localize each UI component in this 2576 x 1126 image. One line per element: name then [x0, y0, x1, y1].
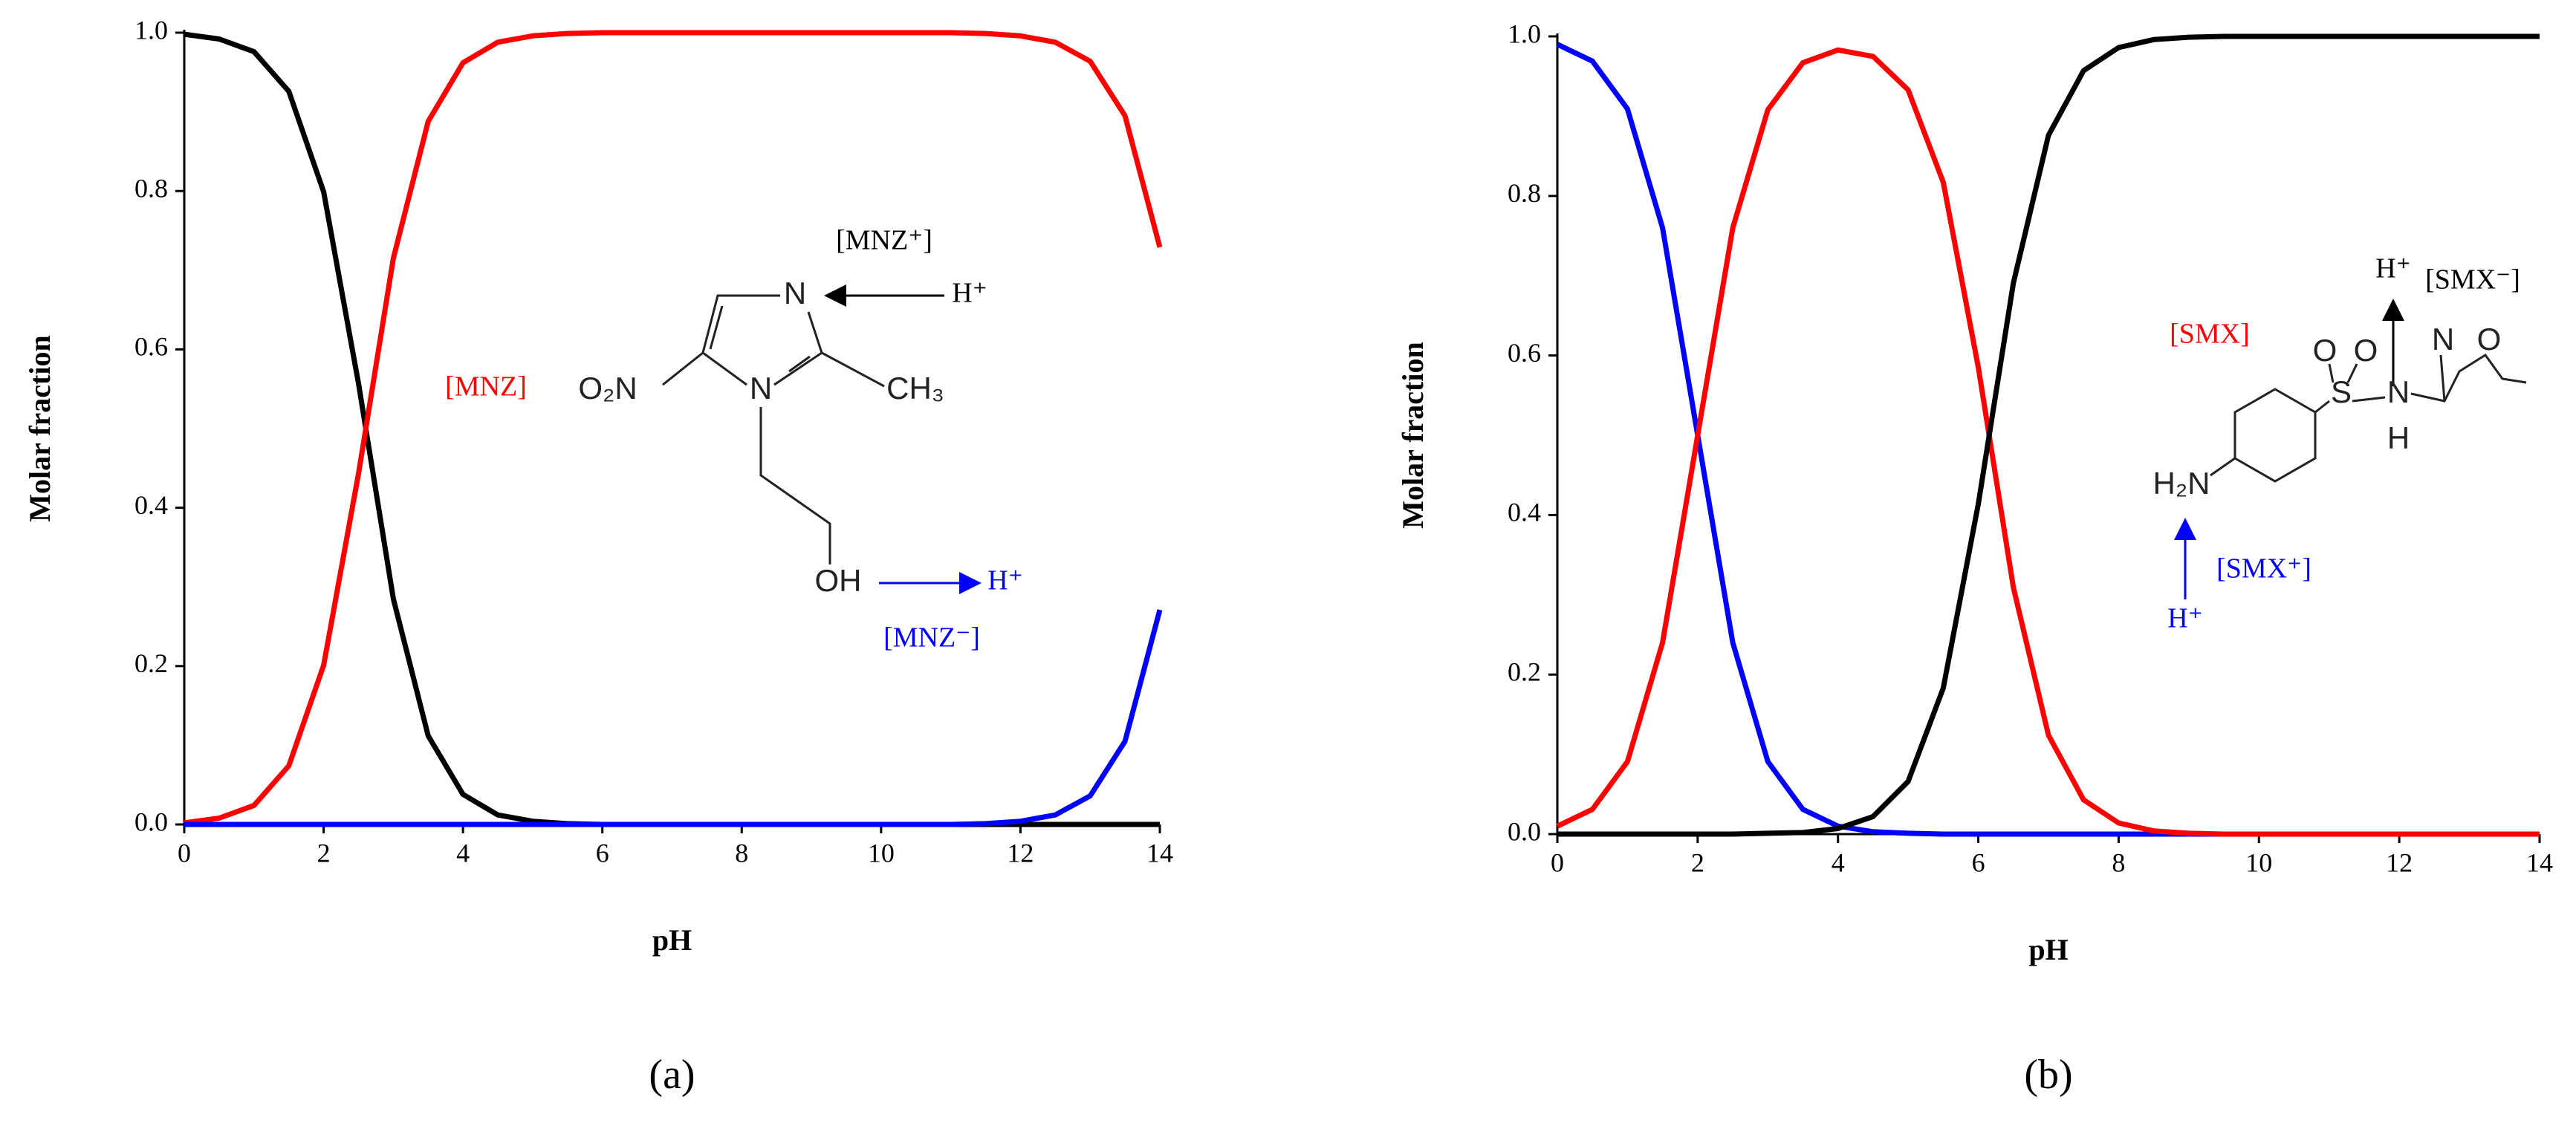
x-tick-label: 10 [2245, 847, 2272, 877]
annotation: O₂N [578, 371, 637, 406]
annotation: N [2432, 322, 2454, 357]
series-line [184, 30, 1163, 826]
annotation: N [750, 371, 772, 406]
x-tick-label: 8 [735, 838, 748, 868]
annotation: OH [815, 563, 862, 598]
annotation: O [2354, 333, 2378, 368]
annotation: H⁺ [987, 565, 1023, 596]
x-tick-label: 2 [1691, 847, 1704, 877]
annotation: N [784, 276, 806, 310]
molecule-a [662, 284, 982, 594]
annotation: H [2387, 420, 2410, 455]
x-tick-label: 12 [1007, 838, 1034, 868]
molecule-b [2174, 299, 2527, 599]
y-tick-label: 0.6 [1508, 338, 1541, 368]
annotation: O [2477, 322, 2502, 357]
annotation: H⁺ [2167, 603, 2203, 634]
annotation: H⁺ [2375, 253, 2411, 284]
y-tick-label: 0.0 [1508, 816, 1541, 846]
series-label: [SMX⁺] [2216, 553, 2311, 585]
series-line [184, 31, 1160, 827]
series-label: [SMX] [2170, 319, 2250, 350]
x-tick-label: 8 [2112, 847, 2125, 877]
series-label: [MNZ] [445, 371, 527, 403]
annotation: H⁺ [952, 278, 987, 309]
y-tick-label: 0.0 [134, 807, 168, 836]
x-tick-label: 4 [1832, 847, 1845, 877]
y-tick-label: 0.6 [134, 332, 168, 362]
panel-label: (b) [2024, 1052, 2072, 1098]
x-tick-label: 14 [2526, 847, 2553, 877]
series-label: [SMX⁻] [2425, 264, 2520, 296]
series-line [184, 609, 1163, 827]
y-tick-label: 0.2 [1508, 657, 1541, 686]
y-axis-title: Molar fraction [1396, 342, 1430, 528]
series-line [1556, 47, 2540, 837]
series-label: [MNZ⁻] [883, 622, 980, 654]
annotation: S [2331, 374, 2352, 409]
y-tick-label: 0.2 [134, 648, 168, 678]
y-tick-label: 0.4 [1508, 498, 1541, 527]
y-tick-label: 0.4 [134, 490, 168, 520]
x-tick-label: 0 [1551, 847, 1564, 877]
x-tick-label: 12 [2386, 847, 2413, 877]
annotation: N [2387, 374, 2410, 409]
x-tick-label: 14 [1146, 838, 1173, 868]
y-tick-label: 0.8 [134, 173, 168, 203]
y-tick-label: 1.0 [134, 15, 168, 45]
series-line [1557, 33, 2540, 837]
x-tick-label: 10 [868, 838, 895, 868]
x-tick-label: 6 [1972, 847, 1985, 877]
x-tick-label: 4 [456, 838, 470, 868]
x-axis-title: pH [652, 923, 692, 957]
y-axis-title: Molar fraction [23, 335, 56, 521]
y-tick-label: 0.8 [1508, 178, 1541, 208]
x-tick-label: 6 [596, 838, 609, 868]
x-tick-label: 2 [317, 838, 331, 868]
annotation: O [2313, 333, 2337, 368]
panel-label: (a) [649, 1052, 695, 1098]
y-tick-label: 1.0 [1508, 19, 1541, 48]
x-axis-title: pH [2028, 933, 2068, 966]
annotation: H₂N [2153, 466, 2210, 501]
annotation: CH₃ [886, 371, 944, 406]
series-label: [MNZ⁺] [836, 225, 932, 256]
x-tick-label: 0 [178, 838, 191, 868]
